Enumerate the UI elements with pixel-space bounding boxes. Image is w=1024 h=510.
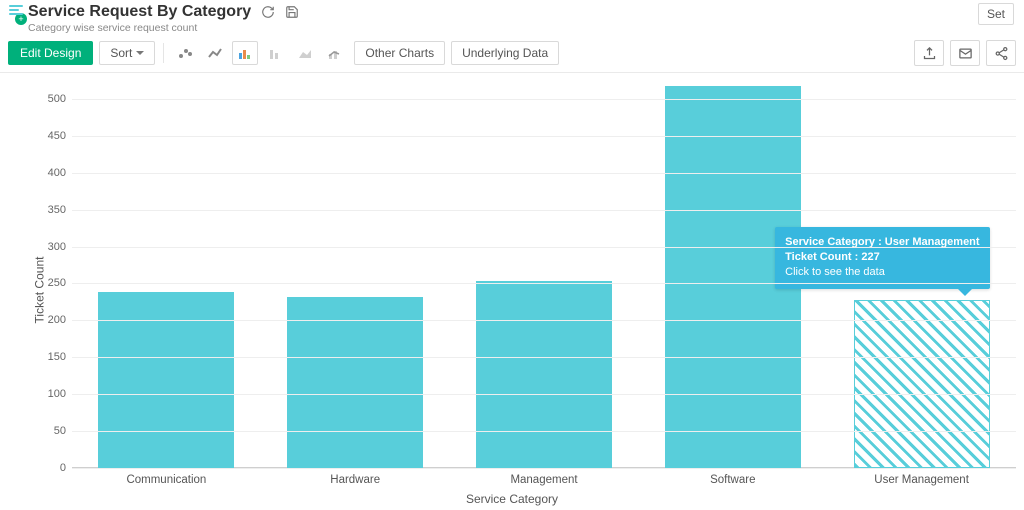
grid-line — [72, 283, 1016, 284]
save-icon[interactable] — [285, 5, 299, 19]
chart-type-picker — [172, 41, 348, 65]
y-tick-label: 350 — [34, 204, 66, 216]
stack-icon — [9, 5, 25, 17]
report-glyph: + — [6, 3, 28, 25]
y-tick-label: 0 — [34, 462, 66, 474]
x-tick-label: Hardware — [330, 474, 380, 486]
page-title: Service Request By Category — [28, 3, 251, 21]
chart-type-combo-icon[interactable] — [322, 41, 348, 65]
sort-label: Sort — [110, 46, 132, 60]
y-tick-label: 150 — [34, 351, 66, 363]
bar[interactable] — [476, 281, 612, 468]
y-tick-label: 50 — [34, 425, 66, 437]
grid-line — [72, 468, 1016, 469]
separator — [163, 43, 164, 63]
grid-line — [72, 173, 1016, 174]
y-tick-label: 200 — [34, 314, 66, 326]
mail-icon[interactable] — [950, 40, 980, 66]
grid-line — [72, 357, 1016, 358]
page-subtitle: Category wise service request count — [28, 22, 978, 34]
y-tick-label: 100 — [34, 388, 66, 400]
chart-area: Ticket Count Service Category : User Man… — [0, 70, 1024, 510]
x-tick-label: Management — [510, 474, 577, 486]
chart-type-scatter-icon[interactable] — [172, 41, 198, 65]
caret-down-icon — [136, 51, 144, 59]
tooltip-line-2: Ticket Count : 227 — [785, 250, 979, 265]
grid-line — [72, 99, 1016, 100]
x-tick-label: User Management — [874, 474, 969, 486]
settings-button[interactable]: Set — [978, 3, 1014, 25]
grid-line — [72, 320, 1016, 321]
header-bar: + Service Request By Category Category w… — [0, 0, 1024, 36]
share-icon[interactable] — [986, 40, 1016, 66]
bar[interactable] — [854, 300, 990, 468]
bar[interactable] — [287, 297, 423, 468]
refresh-icon[interactable] — [261, 5, 275, 19]
toolbar: Edit Design Sort Other Charts Underlying… — [0, 36, 1024, 73]
tooltip-line-1: Service Category : User Management — [785, 235, 979, 250]
x-axis-label: Service Category — [0, 492, 1024, 506]
x-tick-label: Communication — [126, 474, 206, 486]
hover-tooltip: Service Category : User Management Ticke… — [775, 227, 989, 289]
export-icon[interactable] — [914, 40, 944, 66]
title-block: Service Request By Category Category wis… — [28, 3, 978, 34]
edit-design-button[interactable]: Edit Design — [8, 41, 93, 65]
plot-region: Service Category : User Management Ticke… — [72, 78, 1016, 468]
y-tick-label: 250 — [34, 277, 66, 289]
underlying-data-button[interactable]: Underlying Data — [451, 41, 559, 65]
chart-type-line-icon[interactable] — [202, 41, 228, 65]
grid-line — [72, 247, 1016, 248]
grid-line — [72, 394, 1016, 395]
y-tick-label: 300 — [34, 241, 66, 253]
x-tick-label: Software — [710, 474, 755, 486]
tooltip-line-3: Click to see the data — [785, 265, 979, 280]
y-tick-label: 450 — [34, 130, 66, 142]
y-tick-label: 400 — [34, 167, 66, 179]
grid-line — [72, 136, 1016, 137]
y-tick-label: 500 — [34, 93, 66, 105]
chart-type-bar-icon[interactable] — [232, 41, 258, 65]
chart-type-stacked-icon[interactable] — [262, 41, 288, 65]
sort-button[interactable]: Sort — [99, 41, 155, 65]
other-charts-button[interactable]: Other Charts — [354, 41, 445, 65]
chart-type-area-icon[interactable] — [292, 41, 318, 65]
bar[interactable] — [98, 292, 234, 468]
grid-line — [72, 210, 1016, 211]
grid-line — [72, 431, 1016, 432]
